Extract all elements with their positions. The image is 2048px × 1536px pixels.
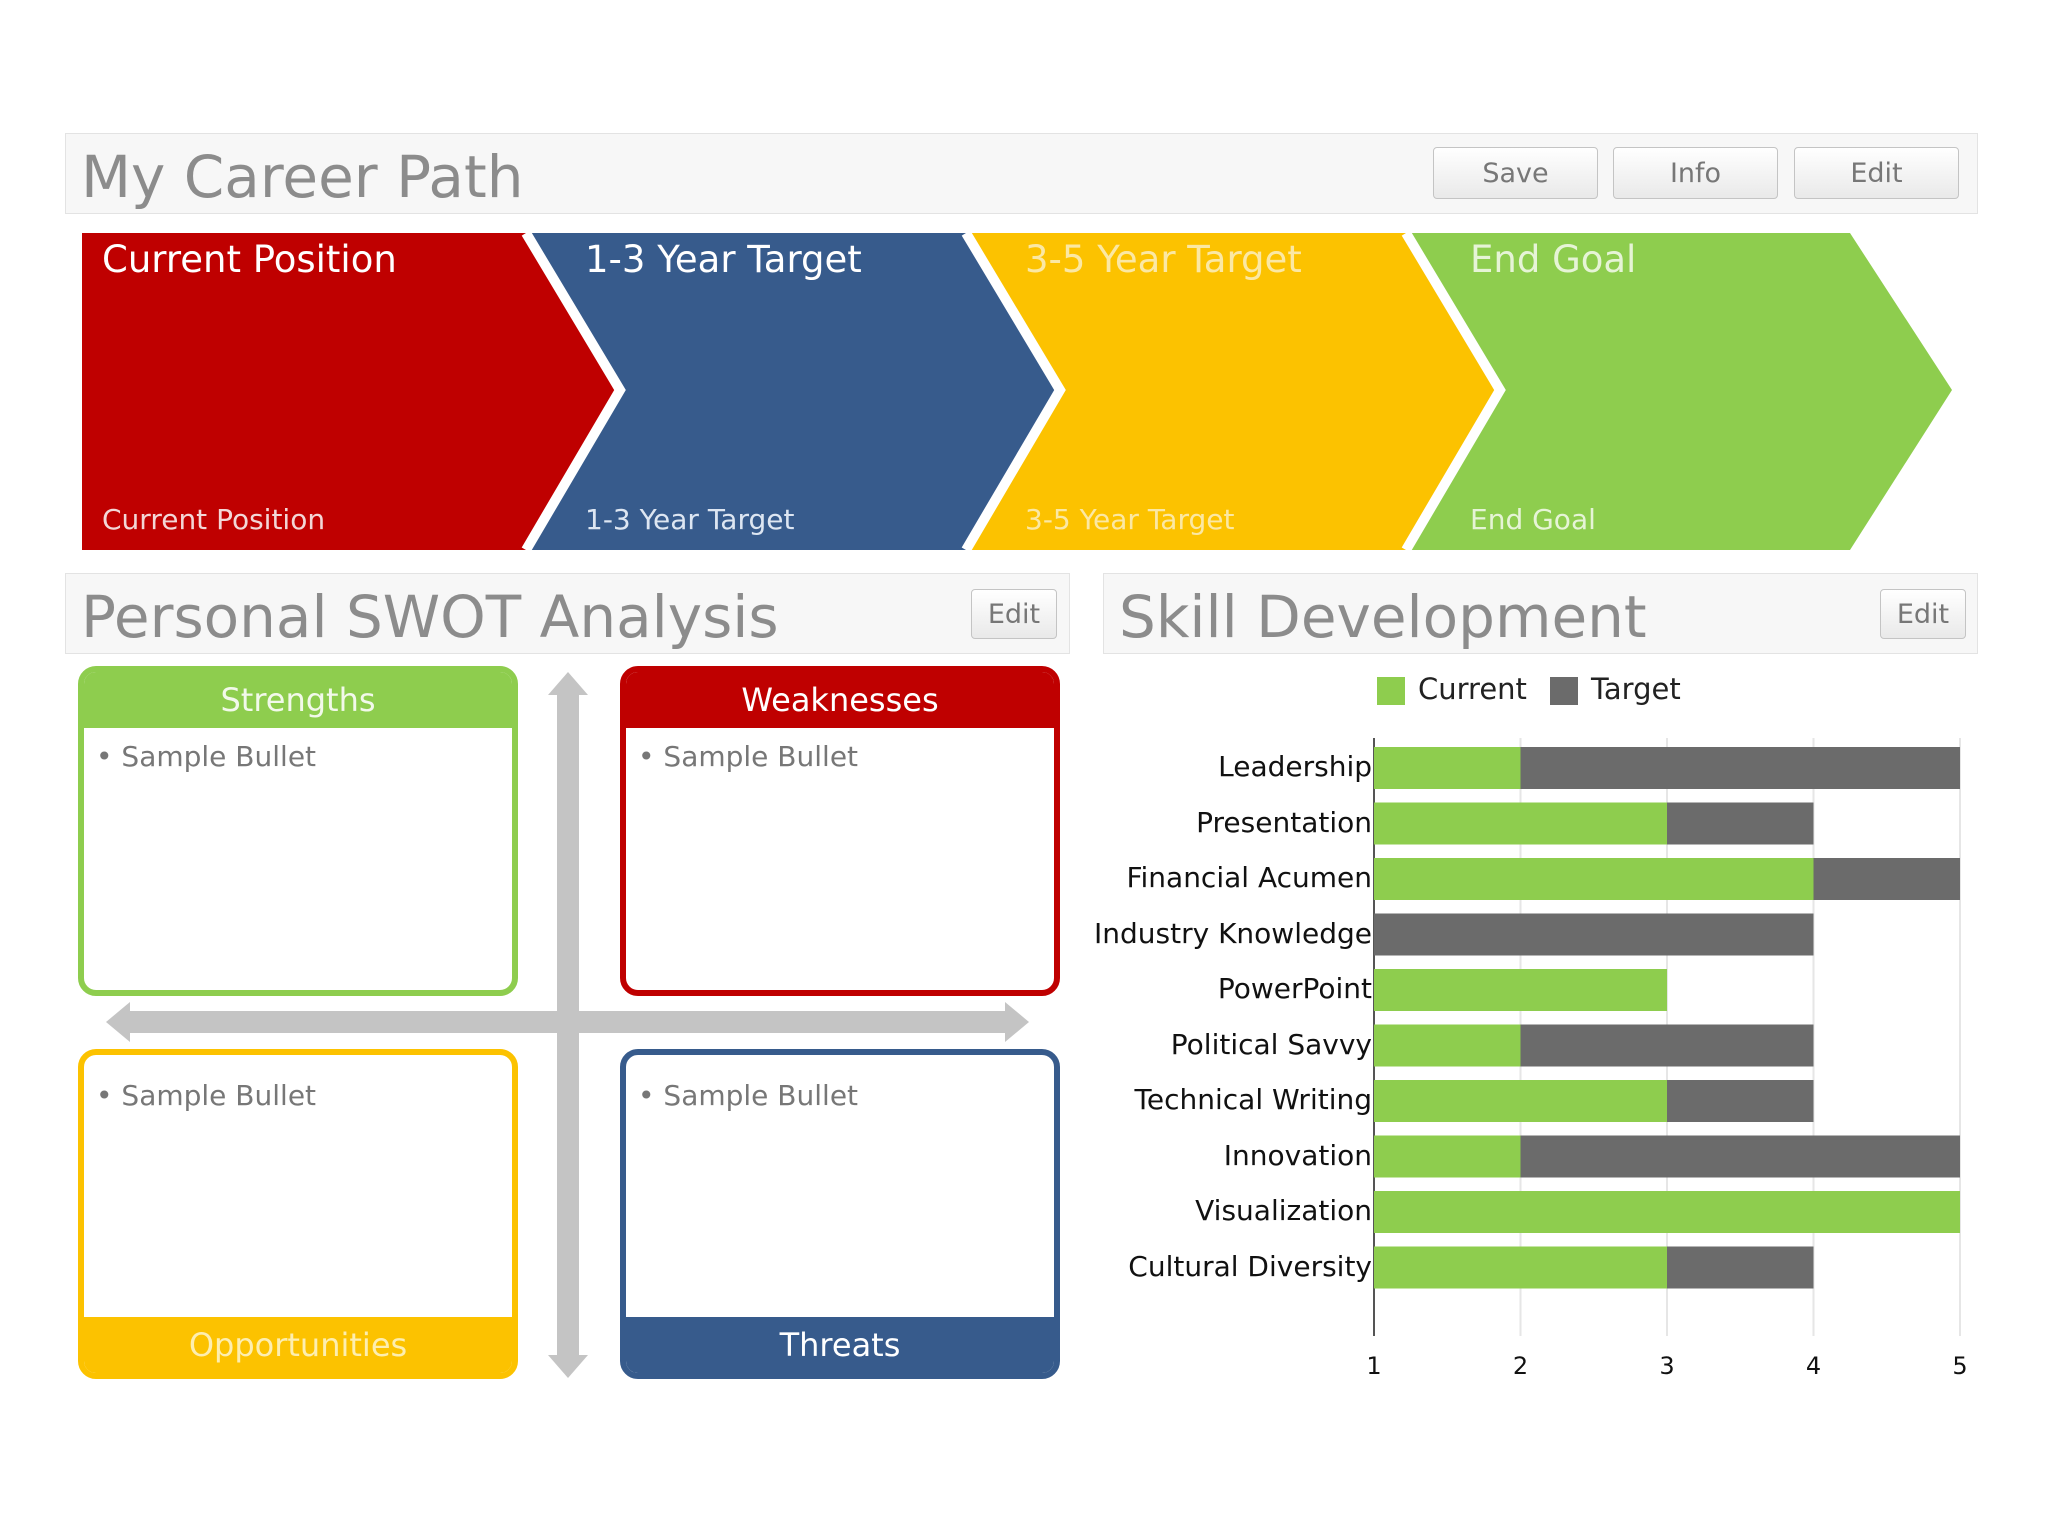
legend-target-label: Target	[1591, 672, 1681, 706]
skill-label: Industry Knowledge	[1094, 916, 1372, 950]
arrow-up-icon	[548, 672, 588, 695]
swot-strengths-box[interactable]: Strengths • Sample Bullet	[78, 666, 518, 996]
legend-current-label: Current	[1418, 672, 1527, 706]
skill-label: Financial Acumen	[1126, 861, 1372, 894]
skills-title: Skill Development	[1119, 583, 1647, 651]
skill-label: Visualization	[1195, 1194, 1372, 1227]
x-tick-label: 1	[1366, 1352, 1382, 1380]
arrow-left-icon	[106, 1002, 130, 1042]
swot-title: Personal SWOT Analysis	[81, 583, 779, 651]
stage-title-1-3-year-target: 1-3 Year Target	[585, 238, 862, 281]
swot-weaknesses-bullet: • Sample Bullet	[638, 740, 859, 773]
info-button[interactable]: Info	[1613, 147, 1778, 199]
stage-3-5-year-target[interactable]	[966, 233, 1500, 550]
swot-strengths-label: Strengths	[84, 672, 512, 728]
stage-end-goal[interactable]	[1406, 233, 1952, 550]
page-title: My Career Path	[81, 143, 524, 211]
stage-title-end-goal: End Goal	[1470, 238, 1637, 281]
bar-current	[1374, 747, 1521, 789]
swot-opportunities-label: Opportunities	[84, 1317, 512, 1373]
skill-label: Leadership	[1218, 750, 1372, 783]
edit-swot-button[interactable]: Edit	[971, 589, 1057, 639]
bar-current	[1374, 1080, 1667, 1122]
stage-title-3-5-year-target: 3-5 Year Target	[1025, 238, 1302, 281]
skill-label: Technical Writing	[1134, 1083, 1372, 1116]
x-tick-label: 5	[1952, 1352, 1968, 1380]
swot-threats-box[interactable]: • Sample Bullet Threats	[620, 1049, 1060, 1379]
swot-threats-label: Threats	[626, 1317, 1054, 1373]
swot-strengths-bullet: • Sample Bullet	[96, 740, 317, 773]
swot-weaknesses-box[interactable]: Weaknesses • Sample Bullet	[620, 666, 1060, 996]
save-button[interactable]: Save	[1433, 147, 1598, 199]
x-tick-label: 4	[1805, 1352, 1822, 1380]
x-tick-label: 3	[1659, 1352, 1675, 1380]
bar-current	[1374, 858, 1814, 900]
stage-subtitle-3-5-year-target: 3-5 Year Target	[1025, 503, 1235, 536]
skill-bar-chart	[1373, 738, 1961, 1336]
stage-subtitle-1-3-year-target: 1-3 Year Target	[585, 503, 795, 536]
career-path-chevrons	[82, 230, 1952, 553]
stage-subtitle-current-position: Current Position	[102, 503, 326, 536]
skill-label: Political Savvy	[1170, 1027, 1372, 1061]
bar-current	[1374, 1135, 1521, 1178]
stage-current-position[interactable]	[82, 233, 620, 550]
arrow-down-icon	[548, 1355, 588, 1378]
career-path-header: My Career Path Save Info Edit	[65, 133, 1978, 214]
bar-current	[1374, 1246, 1667, 1289]
x-tick-label: 2	[1512, 1352, 1529, 1380]
swot-weaknesses-label: Weaknesses	[626, 672, 1054, 728]
bar-current	[1374, 1024, 1521, 1067]
skill-labels: Leadership Presentation Financial Acumen In…	[1094, 0, 1372, 1400]
skill-label: PowerPoint	[1217, 972, 1372, 1005]
skill-label: Presentation	[1196, 805, 1372, 839]
skill-label: Innovation	[1223, 1138, 1372, 1172]
bar-current	[1374, 969, 1667, 1011]
swot-opportunities-box[interactable]: • Sample Bullet Opportunities	[78, 1049, 518, 1379]
skills-header: Skill Development Edit	[1103, 573, 1978, 654]
arrow-right-icon	[1005, 1002, 1029, 1042]
x-axis-ticks: 1 2 3 4 5	[1366, 1352, 1968, 1380]
swot-header: Personal SWOT Analysis Edit	[65, 573, 1070, 654]
skill-label: Cultural Diversity	[1128, 1249, 1372, 1283]
legend-current-swatch	[1377, 677, 1405, 705]
swot-threats-bullet: • Sample Bullet	[638, 1079, 859, 1112]
swot-axes	[106, 672, 1029, 1378]
stage-1-3-year-target[interactable]	[526, 233, 1060, 550]
stage-title-current-position: Current Position	[102, 238, 397, 281]
swot-opportunities-bullet: • Sample Bullet	[96, 1079, 317, 1112]
bar-target	[1374, 913, 1814, 956]
bar-current	[1374, 802, 1667, 845]
edit-skills-button[interactable]: Edit	[1880, 589, 1966, 639]
bar-current	[1374, 1191, 1960, 1233]
edit-career-button[interactable]: Edit	[1794, 147, 1959, 199]
legend-target-swatch	[1550, 677, 1578, 705]
stage-subtitle-end-goal: End Goal	[1470, 503, 1596, 536]
